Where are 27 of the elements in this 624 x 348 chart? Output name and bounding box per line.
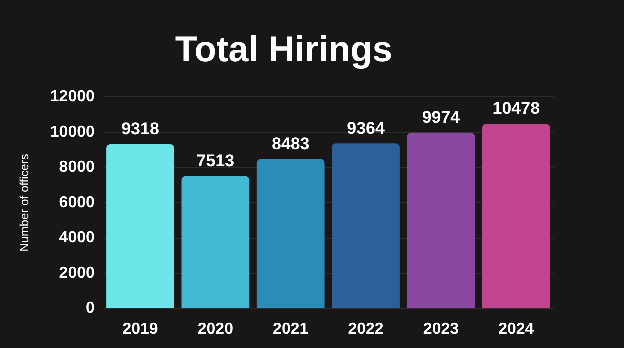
chart-title: Total Hirings bbox=[175, 28, 393, 70]
data-label: 9974 bbox=[422, 108, 461, 128]
bar bbox=[256, 159, 325, 308]
y-tick-label: 4000 bbox=[59, 230, 95, 247]
data-label: 8483 bbox=[272, 134, 310, 154]
y-tick-label: 6000 bbox=[59, 194, 95, 212]
y-tick-label: 12000 bbox=[50, 88, 95, 106]
x-tick-label: 2021 bbox=[273, 320, 309, 338]
x-tick-label: 2022 bbox=[348, 320, 384, 338]
y-axis-title: Number of officers bbox=[18, 154, 32, 252]
y-tick-label: 10000 bbox=[50, 124, 95, 141]
bar bbox=[332, 144, 400, 308]
bar bbox=[482, 124, 550, 308]
data-label: 10478 bbox=[492, 99, 540, 118]
y-tick-label: 0 bbox=[86, 300, 95, 318]
bar bbox=[407, 132, 476, 308]
data-label: 7513 bbox=[196, 152, 235, 171]
data-label: 9318 bbox=[122, 120, 160, 139]
x-tick-label: 2020 bbox=[198, 320, 234, 338]
y-tick-label: 8000 bbox=[59, 159, 95, 176]
x-tick-label: 2024 bbox=[498, 320, 534, 338]
y-tick-label: 2000 bbox=[59, 264, 95, 282]
x-tick-label: 2023 bbox=[423, 320, 460, 338]
data-label: 9364 bbox=[347, 118, 386, 138]
x-tick-label: 2019 bbox=[122, 320, 158, 338]
bar bbox=[106, 144, 174, 308]
bar bbox=[182, 176, 250, 308]
